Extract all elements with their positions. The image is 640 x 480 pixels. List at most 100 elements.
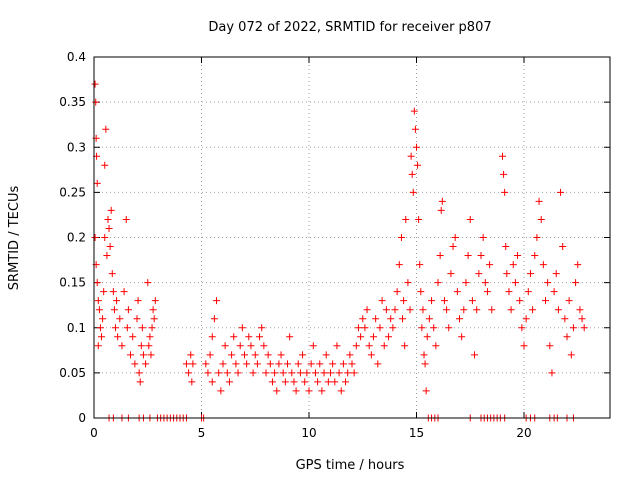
data-point [324,378,332,386]
data-point [400,297,408,305]
data-point [127,351,135,359]
data-point [149,306,157,314]
data-point [204,369,212,377]
data-point [105,224,113,232]
data-point [223,369,231,377]
data-point [471,351,479,359]
data-point [309,342,317,350]
data-point [243,360,251,368]
data-point [311,369,319,377]
data-point [296,369,304,377]
x-tick-label: 5 [198,426,206,440]
y-tick-label: 0.15 [59,276,86,290]
data-point [576,306,584,314]
x-tick-label: 0 [90,426,98,440]
data-point [277,351,285,359]
data-point [253,360,261,368]
data-point [217,387,225,395]
data-point [414,161,422,169]
data-point [249,369,257,377]
data-point [399,315,407,323]
data-point [109,288,117,296]
x-tick-label: 15 [409,426,424,440]
data-point [329,360,337,368]
data-point [284,360,291,368]
data-point [578,315,586,323]
data-point [185,369,193,377]
data-point [92,98,100,106]
data-point [406,306,414,314]
data-point [387,315,395,323]
data-point [94,297,102,305]
data-point [247,342,255,350]
data-point [423,333,431,341]
data-point [402,215,410,223]
x-tick-label: 20 [516,426,531,440]
data-point [447,270,455,278]
data-point [142,360,150,368]
data-point [505,288,513,296]
data-point [354,324,362,332]
data-point [440,297,448,305]
data-point [363,306,371,314]
data-point [327,369,334,377]
data-point [98,333,106,341]
data-point [411,125,419,133]
data-point [524,288,532,296]
data-point [430,324,438,332]
data-point [552,270,560,278]
data-point [131,360,139,368]
axis-ticks: 0 5 10 15 20 0 0.05 0.1 0.15 0.2 0.25 0.3 0.35 0.4 [59,50,610,440]
data-point [299,351,307,359]
data-point [567,351,575,359]
data-point [408,170,416,178]
data-point [546,342,554,350]
data-point [516,297,524,305]
data-point [500,170,508,178]
data-point [116,315,124,323]
data-point [416,261,424,269]
data-point [561,315,569,323]
data-point [425,315,433,323]
y-tick-label: 0 [78,411,86,425]
data-point [228,351,236,359]
plot-frame [93,56,611,419]
x-tick-label: 10 [301,426,316,440]
data-point [481,279,489,287]
data-point [393,288,401,296]
data-point [208,378,216,386]
data-point [473,306,481,314]
data-point [382,306,390,314]
data-point [550,288,558,296]
data-point [359,315,367,323]
data-point [230,333,238,341]
data-point [93,179,101,187]
data-point [421,360,429,368]
data-point [102,125,110,133]
data-point [367,351,375,359]
data-point [189,360,197,368]
data-point [415,215,423,223]
data-point [404,279,412,287]
data-point [522,315,530,323]
data-point [288,369,296,377]
data-point [436,252,444,260]
data-point [322,351,330,359]
data-point [542,297,549,305]
data-point [279,369,287,377]
data-point [443,306,451,314]
data-point [99,315,107,323]
data-point [572,279,580,287]
data-point [335,369,343,377]
y-tick-label: 0.2 [67,231,86,245]
data-point [344,369,352,377]
data-point [370,333,377,341]
data-point [499,152,506,160]
data-point [418,324,426,332]
data-point [533,234,541,241]
data-point [215,369,223,377]
data-point [120,288,128,296]
data-point [397,234,405,241]
data-point [333,342,341,350]
data-point [307,360,315,368]
